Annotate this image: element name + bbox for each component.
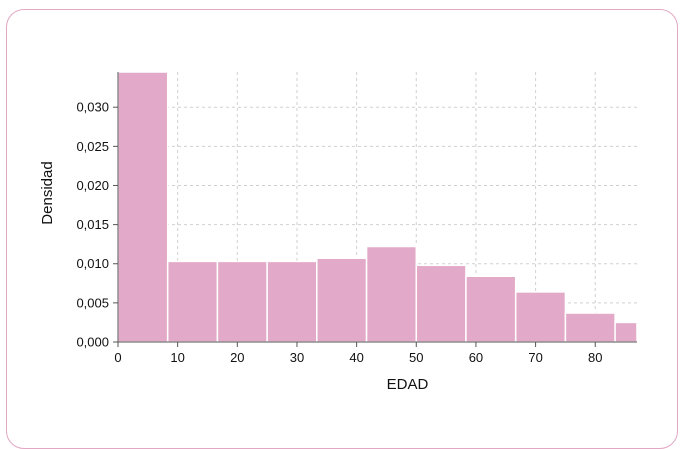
x-tick-label-8: 80 [588, 350, 602, 365]
histogram-bar-4 [316, 257, 368, 343]
x-tick-label-4: 40 [349, 350, 363, 365]
y-tick-label-2: 0,010 [76, 256, 109, 271]
y-tick-label-3: 0,015 [76, 217, 109, 232]
histogram-bar-0 [117, 71, 169, 343]
histogram-bar-6 [415, 264, 467, 343]
x-axis-label: EDAD [387, 376, 429, 393]
y-tick-label-4: 0,020 [76, 178, 109, 193]
histogram-bar-1 [166, 260, 219, 343]
y-tick-labels: 0,000 0,005 0,010 0,015 0,020 0,025 0,030 [76, 100, 118, 350]
histogram-bar-5 [365, 245, 418, 343]
x-tick-label-5: 50 [409, 350, 423, 365]
histogram-bar-9 [564, 312, 616, 343]
histogram-bar-3 [266, 260, 318, 343]
x-tick-label-0: 0 [114, 350, 121, 365]
axes [117, 72, 637, 343]
x-tick-label-3: 30 [290, 350, 304, 365]
x-tick-labels: 0 10 20 30 40 50 60 70 80 [114, 342, 602, 365]
x-tick-label-6: 60 [469, 350, 483, 365]
y-axis-label: Densidad [39, 161, 56, 224]
y-tick-label-5: 0,025 [76, 139, 109, 154]
histogram-bar-8 [514, 291, 567, 343]
x-tick-label-7: 70 [528, 350, 542, 365]
histogram-bar-2 [216, 260, 268, 343]
x-tick-label-1: 10 [170, 350, 184, 365]
histogram-bar-7 [465, 275, 517, 343]
y-tick-label-0: 0,000 [76, 335, 109, 350]
y-tick-label-1: 0,005 [76, 295, 109, 310]
x-tick-label-2: 20 [230, 350, 244, 365]
histogram-bars [117, 71, 638, 343]
histogram-bar-10 [614, 321, 638, 343]
y-tick-label-6: 0,030 [76, 100, 109, 115]
